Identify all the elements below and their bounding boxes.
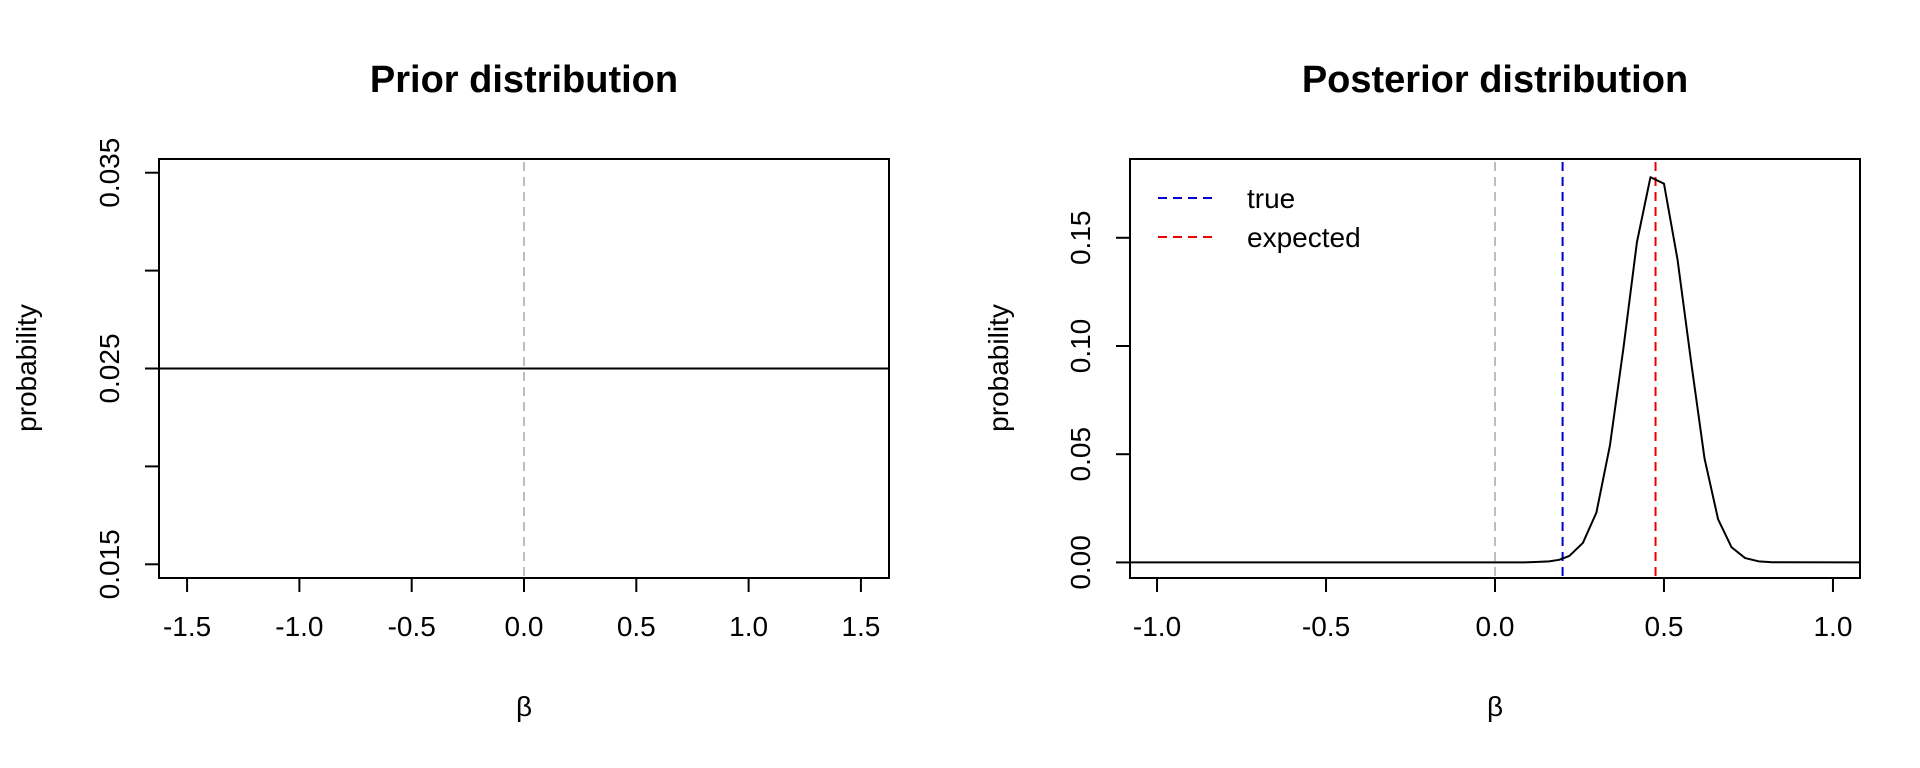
prior-y-tick-label: 0.035 — [94, 138, 125, 208]
prior-y-tick-label: 0.025 — [94, 333, 125, 403]
legend-label-expected: expected — [1247, 222, 1361, 253]
prior-x-tick-label: 1.0 — [729, 611, 768, 642]
posterior-title: Posterior distribution — [1302, 59, 1688, 101]
prior-x-tick-label: -1.0 — [275, 611, 323, 642]
prior-y-axis-label: probability — [11, 304, 42, 432]
posterior-y-axis-label: probability — [983, 304, 1014, 432]
posterior-y-tick-label: 0.15 — [1065, 211, 1096, 266]
prior-distribution-panel: Prior distribution β probability -1.5 -1.… — [11, 59, 890, 722]
posterior-density-line — [1130, 176, 1860, 564]
prior-x-tick-label: 0.0 — [505, 611, 544, 642]
posterior-x-tick-label: -1.0 — [1133, 611, 1181, 642]
posterior-distribution-panel: Posterior distribution β probability -1.… — [983, 59, 1861, 722]
prior-x-axis-label: β — [516, 691, 532, 722]
prior-y-tick-label: 0.015 — [94, 529, 125, 599]
posterior-x-tick-label: 1.0 — [1813, 611, 1852, 642]
posterior-x-tick-label: -0.5 — [1302, 611, 1350, 642]
posterior-y-tick-label: 0.00 — [1065, 535, 1096, 590]
prior-x-tick-label: 1.5 — [841, 611, 880, 642]
prior-x-tick-label: -0.5 — [388, 611, 436, 642]
legend-label-true: true — [1247, 183, 1295, 214]
prior-x-tick-label: -1.5 — [163, 611, 211, 642]
prior-title: Prior distribution — [370, 59, 678, 101]
posterior-x-tick-label: 0.0 — [1476, 611, 1515, 642]
posterior-y-tick-label: 0.10 — [1065, 319, 1096, 374]
posterior-x-tick-label: 0.5 — [1645, 611, 1684, 642]
posterior-x-axis-label: β — [1487, 691, 1503, 722]
posterior-y-tick-label: 0.05 — [1065, 427, 1096, 482]
prior-x-tick-label: 0.5 — [617, 611, 656, 642]
